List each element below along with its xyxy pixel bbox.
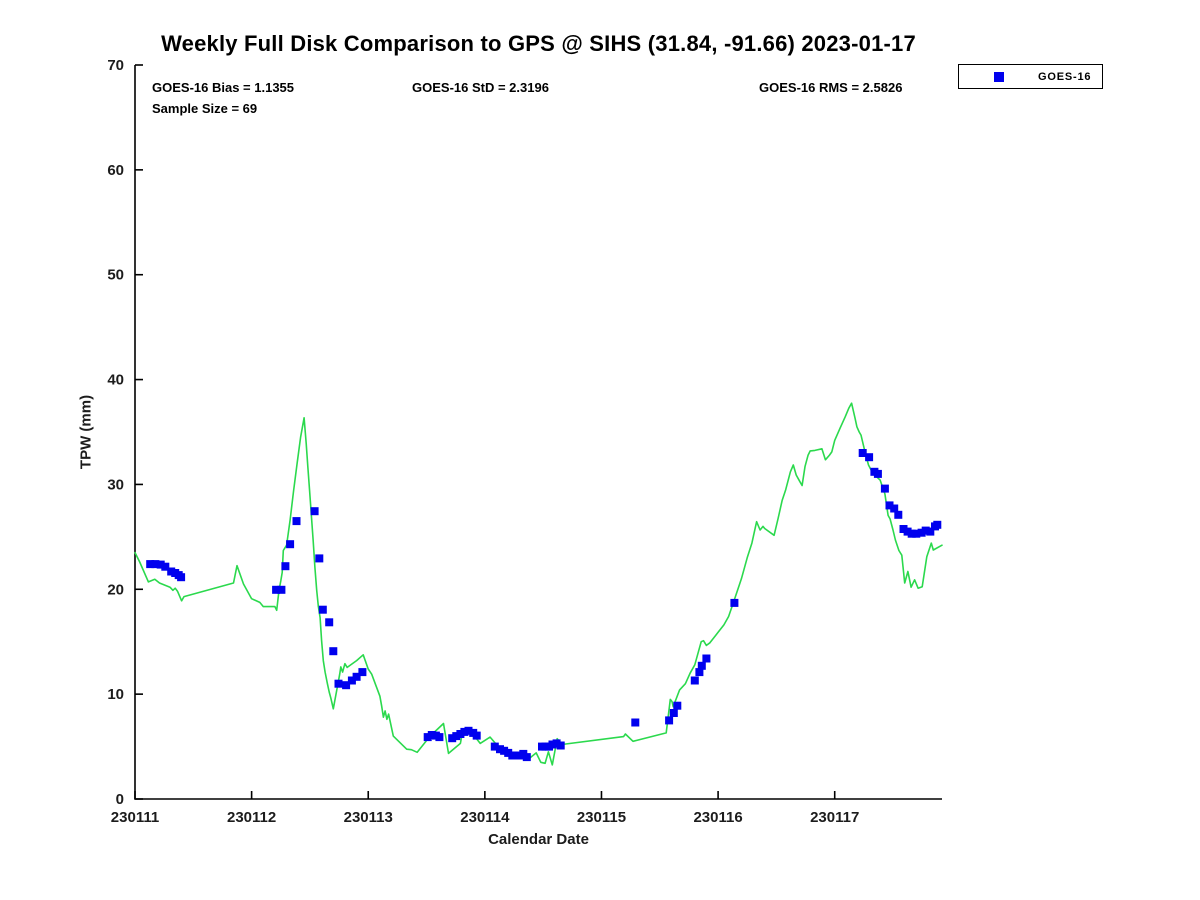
x-tick-label: 230112 bbox=[227, 809, 276, 826]
goes16-point bbox=[697, 661, 706, 670]
goes16-point bbox=[926, 527, 935, 536]
goes16-point bbox=[146, 560, 155, 569]
chart-title: Weekly Full Disk Comparison to GPS @ SIH… bbox=[161, 31, 916, 56]
goes16-point bbox=[695, 668, 704, 677]
y-axis-label: TPW (mm) bbox=[77, 394, 95, 470]
goes16-point bbox=[342, 681, 351, 690]
goes16-point bbox=[665, 716, 674, 725]
y-tick-label: 40 bbox=[107, 372, 124, 389]
goes16-point bbox=[435, 733, 444, 742]
goes16-point bbox=[873, 469, 882, 478]
goes16-point bbox=[272, 585, 281, 594]
goes16-point bbox=[552, 739, 561, 748]
y-tick-label: 0 bbox=[116, 791, 124, 808]
goes16-point bbox=[890, 504, 899, 513]
goes16-point bbox=[933, 520, 942, 529]
goes16-point bbox=[151, 560, 160, 569]
stat-sample-size: Sample Size = 69 bbox=[152, 101, 258, 116]
goes16-point bbox=[286, 540, 295, 549]
x-axis-label: Calendar Date bbox=[488, 831, 589, 848]
goes16-point bbox=[912, 529, 921, 538]
stat-rms: GOES-16 RMS = 2.5826 bbox=[759, 80, 903, 95]
goes16-point bbox=[448, 734, 457, 743]
goes16-point bbox=[504, 748, 513, 757]
x-tick-label: 230117 bbox=[810, 809, 859, 826]
axes-frame bbox=[134, 65, 942, 800]
goes16-point bbox=[880, 484, 889, 493]
goes16-point bbox=[702, 654, 711, 663]
goes16-point bbox=[161, 562, 170, 571]
goes16-point bbox=[292, 517, 301, 526]
goes16-point bbox=[907, 529, 916, 538]
goes16-point bbox=[156, 560, 165, 569]
goes16-point bbox=[472, 731, 481, 740]
goes16-point bbox=[500, 746, 509, 755]
goes16-point bbox=[315, 554, 324, 563]
goes16-point bbox=[921, 526, 930, 535]
goes16-point bbox=[690, 676, 699, 685]
goes16-point bbox=[177, 573, 186, 582]
x-tick-label: 230113 bbox=[344, 809, 393, 826]
goes16-point bbox=[325, 618, 334, 627]
legend-label: GOES-16 bbox=[1038, 70, 1092, 83]
x-tick-label: 230115 bbox=[577, 809, 626, 826]
goes16-point bbox=[894, 510, 903, 519]
stat-bias: GOES-16 Bias = 1.1355 bbox=[152, 80, 295, 95]
goes16-point bbox=[358, 668, 367, 677]
goes16-point bbox=[352, 672, 361, 681]
goes16-point bbox=[522, 753, 531, 762]
gps-line bbox=[134, 402, 943, 766]
goes16-point bbox=[669, 709, 678, 717]
goes16-point bbox=[452, 732, 461, 741]
goes16-point bbox=[281, 562, 290, 571]
goes16-point bbox=[423, 733, 432, 742]
legend-square-marker-icon bbox=[994, 71, 1004, 82]
goes16-point bbox=[427, 731, 436, 739]
y-tick-label: 50 bbox=[107, 267, 124, 284]
goes16-point bbox=[334, 679, 343, 688]
goes16-point bbox=[556, 741, 565, 750]
goes16-point bbox=[631, 718, 640, 727]
y-tick-label: 60 bbox=[107, 162, 124, 179]
goes16-point bbox=[464, 726, 473, 735]
goes16-point bbox=[673, 701, 682, 710]
goes16-point bbox=[730, 598, 739, 607]
goes16-point bbox=[548, 740, 557, 749]
goes16-point bbox=[318, 605, 327, 614]
goes16-point bbox=[277, 585, 286, 594]
legend-box: GOES-16 bbox=[958, 64, 1103, 89]
goes16-point bbox=[460, 727, 469, 736]
goes16-point bbox=[310, 507, 319, 516]
y-tick-label: 30 bbox=[107, 476, 124, 493]
x-tick-label: 230116 bbox=[693, 809, 742, 826]
goes16-point bbox=[903, 527, 912, 536]
goes16-point bbox=[490, 742, 499, 751]
stat-std: GOES-16 StD = 2.3196 bbox=[412, 80, 549, 95]
goes16-point bbox=[885, 501, 894, 510]
goes16-point bbox=[496, 745, 504, 754]
x-tick-label: 230111 bbox=[111, 809, 159, 826]
goes16-point bbox=[865, 453, 874, 462]
y-tick-label: 70 bbox=[107, 57, 124, 74]
y-tick-label: 10 bbox=[107, 686, 124, 703]
goes16-point bbox=[858, 449, 867, 457]
x-tick-label: 230114 bbox=[460, 809, 510, 826]
goes16-point bbox=[899, 525, 908, 533]
goes16-point bbox=[329, 647, 338, 656]
goes16-point bbox=[917, 528, 926, 537]
y-tick-label: 20 bbox=[107, 581, 124, 598]
goes16-point bbox=[347, 676, 356, 685]
